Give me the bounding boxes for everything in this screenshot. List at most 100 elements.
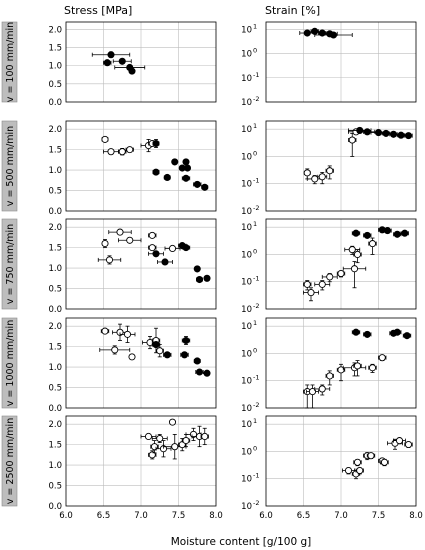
filled-marker [397,131,405,139]
strain-point-3-2 [303,287,319,302]
stress-ytick-label: 2.0 [48,420,62,430]
stress-point-5-2 [148,450,157,460]
stress-ytick-label: 1.0 [48,264,62,274]
filled-marker [382,129,390,137]
stress-ytick-label: 0.0 [48,404,62,414]
strain-axes-frame-4 [265,317,417,409]
open-marker [168,418,177,426]
stress-point-3-13 [195,275,204,284]
filled-marker [152,168,160,176]
stress-ytick-label: 0.5 [48,80,62,90]
row-label-text: v = 750 mm/min [5,224,16,304]
strain-point-2-10 [381,129,391,137]
stress-point-3-7 [164,244,181,253]
strain-xtick-label: 7.5 [372,511,386,521]
stress-point-2-3 [118,148,127,156]
open-marker [318,173,326,181]
strain-point-5-10 [393,437,406,445]
stress-point-2-1 [101,135,109,143]
stress-point-3-4 [118,236,142,244]
open-marker [148,244,156,252]
strain-point-3-1 [303,280,312,291]
stress-point-3-9 [157,258,173,266]
stress-ytick-label: 0.5 [48,384,62,394]
strain-point-2-1 [303,168,311,180]
strain-ytick-exponent: 1 [253,417,257,425]
stress-axes-frame-1 [65,21,217,103]
strain-xtick-label: 7.0 [334,511,348,521]
stress-point-2-10 [182,158,190,166]
strain-ytick-exponent: -2 [253,95,259,103]
row-label-4: v = 1000 mm/min [1,317,18,409]
strain-ytick-label: 10 [241,98,252,108]
stress-ytick-label: 2.0 [48,125,62,135]
filled-marker [195,368,204,376]
open-marker [311,175,319,183]
stress-ytick-label: 1.0 [48,166,62,176]
x-axis-label: Moisture content [g/100 g] [171,536,312,548]
stress-point-2-16 [201,183,209,191]
stress-ytick-label: 1.0 [48,62,62,72]
stress-point-2-7 [152,139,160,148]
filled-marker [193,357,201,365]
stress-point-3-12 [193,265,201,273]
open-marker [126,146,134,154]
filled-marker [363,128,371,136]
stress-point-3-2 [97,255,122,265]
stress-point-4-3 [112,323,128,341]
strain-ytick-label: 10 [241,475,252,485]
stress-point-2-12 [152,168,160,176]
stress-point-3-3 [108,228,132,236]
stress-ytick-label: 0.0 [48,502,62,512]
strain-point-4-1 [303,384,312,409]
open-marker [337,269,345,278]
open-marker [350,265,359,273]
stress-point-5-9 [181,434,191,448]
filled-marker [303,29,311,37]
row-label-3: v = 750 mm/min [1,218,18,310]
strain-point-2-5 [348,133,357,157]
stress-point-1-1 [91,51,131,59]
strain-ytick-label: 10 [241,207,252,217]
strain-ytick-label: 10 [241,447,252,457]
strain-point-3-14 [393,230,402,238]
filled-marker [171,158,179,166]
stress-point-2-15 [193,180,202,188]
open-marker [148,231,156,239]
strain-column-title: Strain [%] [265,4,320,17]
stress-point-1-5 [128,67,136,75]
strain-point-4-8 [368,363,377,373]
stress-point-4-11 [181,336,191,345]
open-marker [101,135,109,143]
filled-marker [152,250,160,258]
row-label-1: v = 100 mm/min [1,21,18,103]
open-marker [123,330,132,338]
filled-marker [182,158,190,166]
open-marker [303,280,311,288]
strain-xtick-label: 6.5 [297,511,311,521]
strain-axes-frame-2 [265,120,417,212]
strain-point-4-4 [325,370,334,386]
open-marker [116,228,124,236]
strain-ytick-label: 10 [241,250,252,260]
open-marker [318,280,326,288]
filled-marker [404,132,413,140]
stress-point-4-5 [128,353,136,361]
row-label-text: v = 2500 mm/min [5,418,16,504]
stress-xtick-label: 6.5 [97,511,111,521]
open-marker [101,327,109,335]
filled-marker [163,173,171,182]
strain-ytick-exponent: -2 [253,401,259,409]
strain-ytick-label: 10 [241,25,252,35]
filled-marker [201,183,209,191]
stress-point-5-1 [140,432,157,441]
strain-ytick-exponent: -1 [253,177,259,185]
strain-point-2-4 [325,165,334,180]
open-marker [378,354,386,362]
filled-marker [152,341,160,349]
filled-marker [352,229,360,237]
open-marker [326,167,334,175]
